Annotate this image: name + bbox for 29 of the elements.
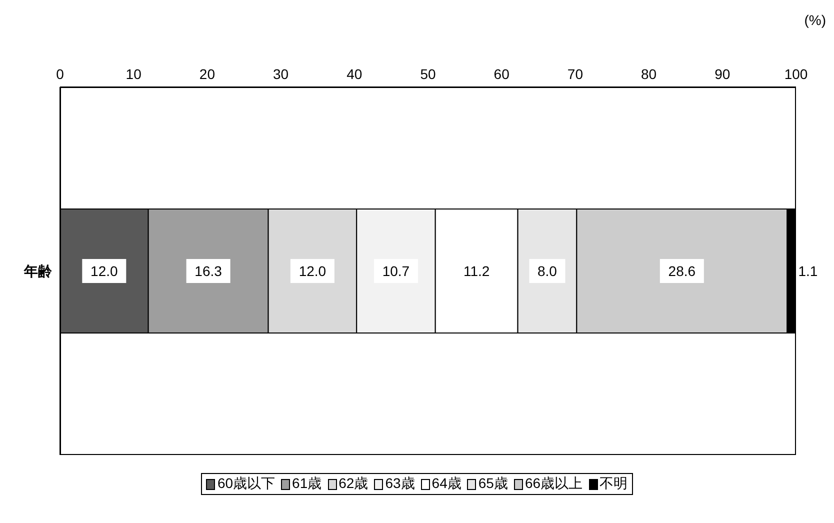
legend-label: 66歳以上	[524, 475, 583, 493]
legend-label: 63歳	[384, 475, 415, 493]
data-label: 16.3	[194, 263, 222, 279]
data-label: 11.2	[463, 263, 490, 279]
x-tick-label: 70	[567, 66, 584, 82]
data-label: 12.0	[298, 263, 326, 279]
legend-label: 不明	[598, 475, 628, 493]
x-tick-label: 80	[641, 66, 657, 82]
x-tick-label: 20	[199, 66, 216, 82]
x-tick-label: 90	[714, 66, 730, 82]
data-label: 10.7	[382, 263, 410, 279]
legend-label: 65歳	[477, 475, 508, 493]
legend-label: 64歳	[430, 475, 462, 493]
x-tick-label: 40	[346, 66, 362, 82]
x-tick-label: 0	[56, 66, 64, 82]
y-tick-label: 年齢	[23, 262, 53, 279]
data-label: 28.6	[668, 263, 696, 279]
legend-label: 60歳以下	[216, 475, 276, 493]
data-label: 8.0	[538, 263, 558, 279]
data-label: 12.0	[90, 263, 118, 279]
x-tick-label: 50	[420, 66, 436, 82]
x-tick-label: 10	[126, 66, 142, 82]
legend-label: 62歳	[338, 475, 368, 493]
x-tick-label: 30	[273, 66, 289, 82]
x-axis-title: (%)	[804, 12, 826, 28]
x-tick-label: 100	[784, 66, 808, 82]
legend-label: 61歳	[291, 475, 322, 493]
data-label: 1.1	[798, 263, 818, 279]
x-tick-label: 60	[494, 66, 510, 82]
